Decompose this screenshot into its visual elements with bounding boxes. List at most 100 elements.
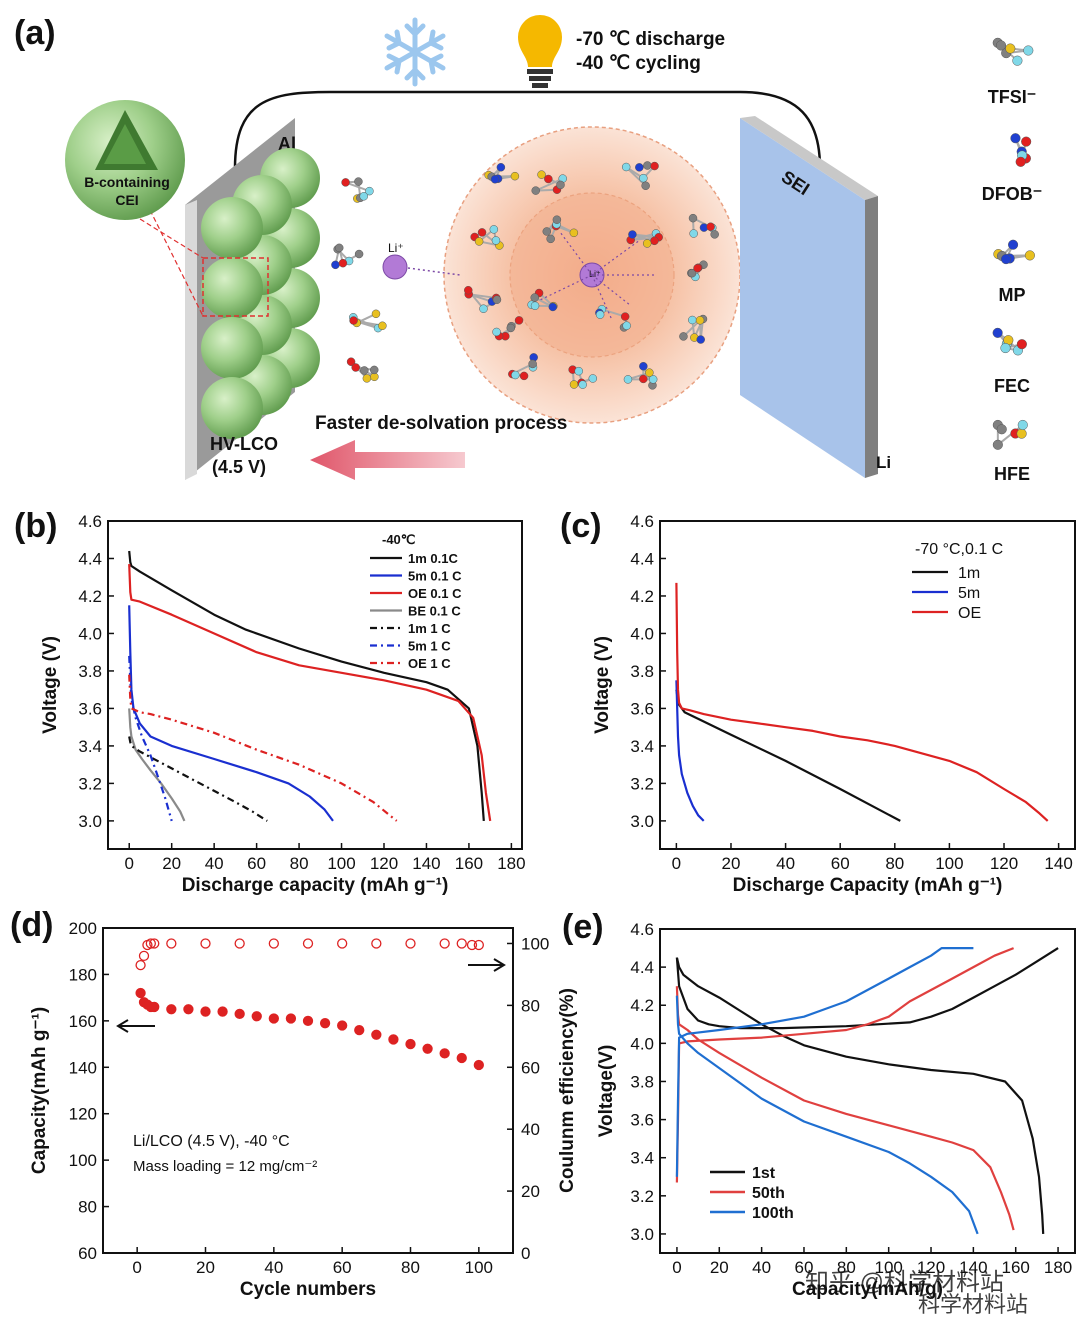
snowflake-icon <box>384 17 446 87</box>
x-axis-title: Capacity(mAh/g) <box>792 1279 943 1300</box>
y-tick-label: 4.2 <box>630 587 654 606</box>
data-point-1-15 <box>466 939 478 951</box>
li-ion-free-label: Li⁺ <box>388 241 404 255</box>
lightbulb-icon <box>518 15 562 88</box>
series-line-2 <box>128 564 492 822</box>
plot-frame <box>659 520 1076 850</box>
tfsi-molecule-icon <box>992 37 1034 66</box>
atom <box>548 302 558 312</box>
atom <box>338 258 348 268</box>
dfob-molecule-icon <box>1010 133 1032 167</box>
chart-c: (c) 0 20 40 60 80 100 120 140 3.0 3.2 3.4 3.6 3.8 4.0 4… <box>560 507 1076 896</box>
y-axis-title: Voltage (V) <box>592 636 613 734</box>
data-point-1-5 <box>166 938 177 949</box>
atom <box>643 161 652 170</box>
legend-title: -70 °C,0.1 C <box>915 541 1003 558</box>
legend-label-4: 1m 1 C <box>408 621 451 636</box>
molecule-label-mp: MP <box>999 285 1026 305</box>
x-tick-label: 20 <box>722 854 741 873</box>
legend-label-6: OE 1 C <box>408 656 451 671</box>
y-axis-title: Voltage(V) <box>596 1045 617 1138</box>
legend-label-2: OE <box>958 605 981 622</box>
data-point-0-21 <box>439 1048 450 1059</box>
series-line-2 <box>675 582 1049 822</box>
y-tick-label: 4.4 <box>630 958 654 977</box>
atom <box>369 365 379 375</box>
watermark-1: 知乎 @科学材料站 <box>805 1269 1004 1296</box>
atom <box>334 243 344 253</box>
hfe-molecule-icon <box>992 419 1028 450</box>
y2-tick-label: 100 <box>521 934 549 953</box>
atom <box>1000 342 1011 354</box>
solvent-molecules <box>331 161 719 390</box>
x-tick-label: 140 <box>959 1258 987 1277</box>
y-tick-label: 180 <box>69 965 97 984</box>
data-point-1-10 <box>337 938 348 949</box>
legend-label-5: 5m 1 C <box>408 639 451 654</box>
data-point-0-9 <box>234 1008 245 1020</box>
molecule-label-hfe: HFE <box>994 464 1030 484</box>
atom <box>695 316 705 325</box>
atom <box>710 230 719 239</box>
y-tick-label: 100 <box>69 1151 97 1170</box>
li-ion-free <box>382 254 408 280</box>
molecule-label-tfsi: TFSI⁻ <box>988 87 1037 107</box>
y-tick-label: 60 <box>78 1244 97 1263</box>
cei-sphere-icon <box>65 100 185 220</box>
y-tick-label: 3.8 <box>630 1072 654 1091</box>
cathode-particles <box>201 148 320 439</box>
li-anode <box>740 116 878 478</box>
y2-tick-label: 20 <box>521 1182 540 1201</box>
data-point-0-0 <box>135 987 146 999</box>
legend-title: -40℃ <box>382 532 415 547</box>
atom <box>693 263 702 273</box>
y-tick-label: 3.6 <box>78 699 102 718</box>
molecule-legend: TFSI⁻ DFOB⁻ MP FEC HFE <box>982 37 1042 484</box>
li-ion-solvated-label: Li⁺ <box>589 269 601 279</box>
atom <box>1024 250 1035 261</box>
y-tick-label: 3.0 <box>630 1225 654 1244</box>
data-point-0-12 <box>285 1013 297 1024</box>
atom <box>506 323 516 333</box>
atom <box>578 380 587 389</box>
atom <box>362 374 372 383</box>
y-tick-label: 200 <box>69 919 97 938</box>
series-line-6 <box>128 674 398 822</box>
x-tick-label: 180 <box>1044 1258 1072 1277</box>
desolvation-arrow-icon <box>310 440 465 480</box>
atom <box>479 304 488 313</box>
cathode-label-1: HV-LCO <box>210 434 278 454</box>
x-tick-label: 40 <box>776 854 795 873</box>
y-tick-label: 120 <box>69 1105 97 1124</box>
x-tick-label: 0 <box>124 854 133 873</box>
atom <box>490 175 500 184</box>
y-tick-label: 4.6 <box>630 920 654 939</box>
y-tick-label: 3.8 <box>78 662 102 681</box>
plot-frame <box>107 520 523 850</box>
condition-line-2: -40 ℃ cycling <box>576 53 701 74</box>
x-axis-title: Cycle numbers <box>240 1279 376 1300</box>
x-tick-label: 120 <box>917 1258 945 1277</box>
y-tick-label: 3.4 <box>630 1149 654 1168</box>
atom <box>514 316 524 325</box>
x-tick-label: 60 <box>247 854 266 873</box>
bond <box>535 177 564 192</box>
atom <box>650 161 659 171</box>
data-point-0-23 <box>473 1059 484 1071</box>
atom <box>1010 133 1021 144</box>
data-point-0-17 <box>371 1029 382 1040</box>
cei-label-2: CEI <box>115 192 138 208</box>
data-point-1-12 <box>405 938 416 949</box>
data-point-0-20 <box>422 1043 433 1054</box>
atom <box>349 316 358 325</box>
x-axis-title: Discharge capacity (mAh g⁻¹) <box>182 875 449 896</box>
y2-tick-label: 40 <box>521 1120 540 1139</box>
legend-label-2: OE 0.1 C <box>408 586 462 601</box>
y-tick-label: 3.2 <box>78 774 102 793</box>
atom <box>595 310 605 319</box>
molecule-label-fec: FEC <box>994 376 1030 396</box>
y-tick-label: 140 <box>69 1058 97 1077</box>
series-line-5 <box>128 655 173 822</box>
atom <box>477 228 487 237</box>
data-point-0-10 <box>251 1011 262 1022</box>
